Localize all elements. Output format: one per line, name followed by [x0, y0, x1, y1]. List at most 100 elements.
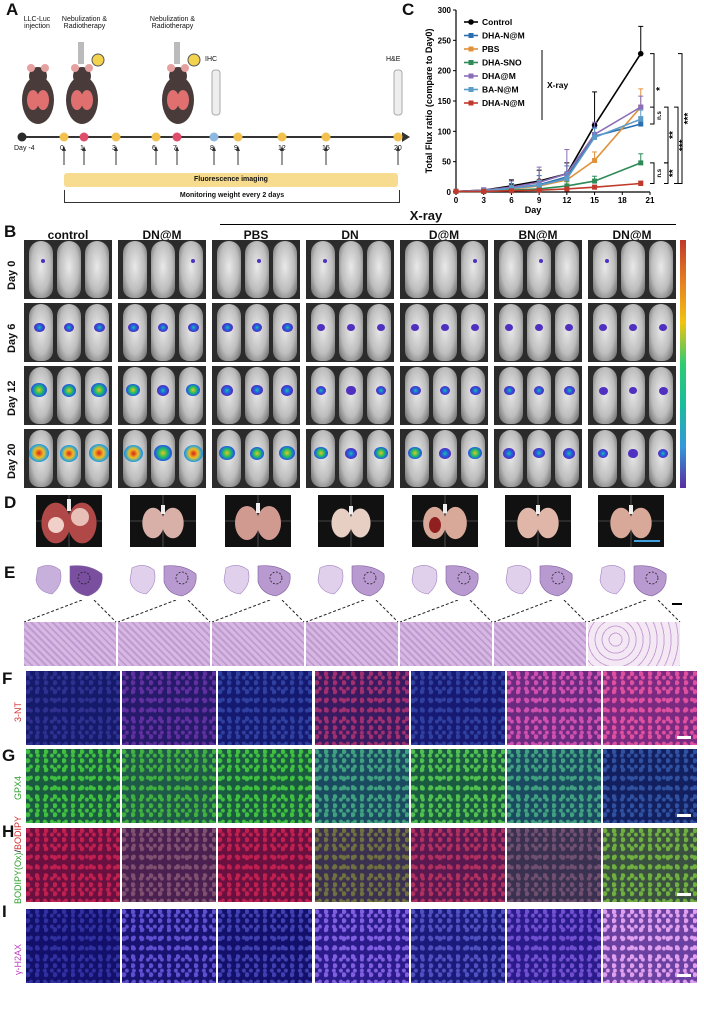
tumor-signal — [473, 259, 477, 263]
bioluminescence-image — [306, 429, 394, 488]
data-point — [564, 183, 570, 189]
panel-label-c: C — [402, 0, 415, 19]
mouse — [273, 304, 297, 361]
mouse — [339, 430, 363, 487]
scale-bar — [677, 814, 691, 817]
tumor-signal — [126, 384, 140, 397]
panel-label-h: H — [2, 822, 15, 841]
zoom-guide-lines — [24, 600, 117, 622]
x-axis-label: Day — [525, 205, 542, 215]
mouse — [123, 430, 147, 487]
color-scale-bar — [680, 240, 686, 488]
group-label: BN@M — [518, 228, 558, 242]
timeline-day-prefix: Day -4 — [14, 145, 35, 152]
timeline-axis — [17, 132, 410, 165]
mouse-illustrations — [22, 42, 403, 124]
timeline-day-label: 6 — [152, 145, 156, 152]
tube-he — [393, 69, 403, 116]
mouse — [57, 241, 81, 298]
bioluminescence-image — [212, 366, 300, 425]
group-label: DN@M — [142, 228, 182, 242]
tumor-signal — [533, 448, 545, 459]
he-whole-section — [218, 560, 298, 600]
tumor-signal — [563, 448, 575, 459]
significance-bracket — [650, 162, 655, 185]
tumor-signal — [127, 322, 139, 333]
he-whole-section — [30, 560, 110, 600]
tumor-signal — [279, 446, 295, 461]
panel-label-d: D — [4, 493, 17, 512]
timeline-dot — [172, 132, 182, 142]
zoom-guide-lines — [212, 600, 305, 622]
tumor-signal — [63, 322, 75, 333]
series-line — [455, 118, 642, 193]
tumor-signal — [187, 322, 199, 333]
data-point — [564, 186, 570, 192]
y-tick-label: 300 — [438, 6, 452, 15]
mouse — [621, 367, 645, 424]
fluorescence-bar: Fluorescence imaging — [64, 173, 398, 187]
tumor-signal — [251, 322, 263, 333]
fluorescence-image — [315, 828, 409, 902]
mouse — [367, 241, 391, 298]
mouse — [85, 367, 109, 424]
he-zoom-image — [118, 622, 210, 666]
bioluminescence-image — [400, 303, 488, 362]
he-zoom-image — [400, 622, 492, 666]
tumor-signal — [33, 322, 45, 333]
significance-label: * — [655, 87, 666, 91]
event-label-injection: LLC-Luc injection — [23, 16, 51, 30]
significance-label: ** — [668, 169, 679, 177]
he-section-shape — [35, 565, 103, 597]
mouse — [85, 304, 109, 361]
day-label: Day 20 — [6, 443, 18, 479]
tumor-signal — [59, 444, 79, 462]
tumor-signal — [409, 385, 421, 396]
tumor-signal — [659, 324, 667, 332]
fluorescence-image — [122, 909, 216, 983]
mouse — [57, 430, 81, 487]
mouse — [339, 304, 363, 361]
fluorescence-image — [122, 828, 216, 902]
fluorescence-image — [507, 671, 601, 745]
bioluminescence-image — [494, 240, 582, 299]
lung-shape — [318, 495, 384, 547]
bioluminescence-image — [588, 429, 676, 488]
timeline-day-label: 15 — [322, 145, 330, 152]
legend-marker — [468, 33, 474, 38]
mouse — [179, 241, 203, 298]
bioluminescence-image — [400, 240, 488, 299]
fluorescence-image — [507, 909, 601, 983]
y-axis-label: Total Flux ratio (compare to Day0) — [424, 29, 434, 174]
data-point — [592, 157, 598, 163]
x-tick-label: 12 — [562, 196, 571, 205]
timeline-dot — [17, 132, 27, 142]
legend-label: Control — [482, 17, 512, 27]
mouse — [123, 304, 147, 361]
monitoring-label: Monitoring weight every 2 days — [179, 192, 285, 199]
mouse-illustration-3 — [162, 42, 201, 124]
he-section-shape — [411, 565, 479, 597]
timeline-dot — [111, 132, 121, 142]
mouse — [123, 241, 147, 298]
fluorescence-image — [603, 671, 697, 745]
bioluminescence-image — [306, 303, 394, 362]
fluorescence-image — [603, 828, 697, 902]
legend-label: DHA@M — [482, 71, 516, 81]
bioluminescence-image — [588, 240, 676, 299]
event-label-ihc: IHC — [205, 56, 218, 63]
bioluminescence-image — [118, 429, 206, 488]
mouse — [57, 304, 81, 361]
stain-label-gpx4: GPX4 — [13, 775, 23, 800]
timeline-arrowhead — [62, 146, 66, 151]
he-whole-section — [406, 560, 486, 600]
bioluminescence-image — [494, 366, 582, 425]
mouse — [57, 367, 81, 424]
he-whole-section — [594, 560, 674, 600]
bioluminescence-image — [212, 303, 300, 362]
tumor-signal — [629, 324, 637, 332]
fluorescence-image — [218, 909, 312, 983]
mouse — [151, 304, 175, 361]
mouse — [151, 241, 175, 298]
data-point — [592, 178, 598, 184]
